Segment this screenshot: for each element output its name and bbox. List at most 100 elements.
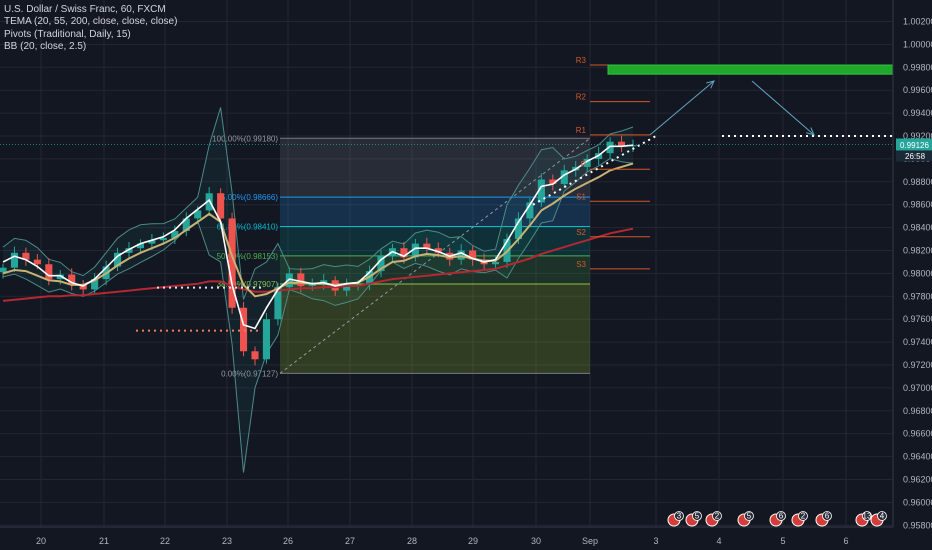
chart-grid bbox=[0, 0, 893, 527]
indicator-tema[interactable]: TEMA (20, 55, 200, close, close, close) bbox=[4, 16, 178, 28]
candle-body bbox=[262, 319, 271, 360]
candle-body bbox=[343, 284, 351, 291]
event-count: 2 bbox=[801, 512, 806, 521]
bar-countdown: 26:58 bbox=[905, 152, 926, 161]
candle-body bbox=[491, 261, 500, 265]
time-tick-label: 22 bbox=[160, 536, 170, 546]
economic-event-badge[interactable]: 6 bbox=[769, 511, 786, 527]
pivot-label-p: P bbox=[581, 160, 586, 169]
price-axis-bg bbox=[893, 0, 932, 550]
event-count-bubble bbox=[712, 511, 722, 521]
candle-body bbox=[171, 231, 179, 238]
candle-body bbox=[469, 250, 477, 260]
pivot-label-s3: S3 bbox=[576, 260, 586, 269]
candle-body bbox=[228, 218, 236, 308]
candle-body bbox=[45, 264, 53, 280]
event-count: 6 bbox=[825, 512, 830, 521]
fib-trend-line bbox=[279, 137, 591, 374]
economic-event-badge[interactable]: 5 bbox=[685, 511, 702, 527]
economic-event-badge[interactable]: 2 bbox=[705, 511, 722, 527]
indicator-pivots[interactable]: Pivots (Traditional, Daily, 15) bbox=[4, 28, 131, 40]
economic-event-badge[interactable]: 6 bbox=[815, 511, 832, 527]
candle-body bbox=[365, 271, 374, 285]
candle-body bbox=[182, 218, 190, 232]
target-zone-box[interactable] bbox=[607, 64, 899, 75]
time-tick-label: 4 bbox=[716, 536, 721, 546]
candle-body bbox=[251, 351, 259, 360]
arrow-up-to-target[interactable] bbox=[649, 80, 715, 136]
time-tick-label: 28 bbox=[407, 536, 417, 546]
event-count: 5 bbox=[695, 512, 700, 521]
symbol-title[interactable]: U.S. Dollar / Swiss Franc, 60, FXCM bbox=[4, 4, 166, 15]
candle-body bbox=[297, 273, 305, 286]
fib-level-label: 75.00%(0.98666) bbox=[217, 193, 279, 202]
economic-event-badge[interactable]: 3 bbox=[667, 511, 684, 527]
candle-body bbox=[537, 179, 545, 203]
time-tick-label: 27 bbox=[345, 536, 355, 546]
pivot-label-r3: R3 bbox=[576, 56, 587, 65]
current-price-value: 0.99126 bbox=[900, 141, 929, 150]
candle-body bbox=[514, 218, 523, 240]
event-count: 3 bbox=[677, 512, 682, 521]
event-badges[interactable]: 3 5 2 5 6 2 6 13 4 bbox=[667, 511, 887, 527]
candle-body bbox=[411, 243, 419, 258]
time-tick-label: 21 bbox=[99, 536, 109, 546]
pivot-label-s2: S2 bbox=[576, 228, 586, 237]
pivot-label-r2: R2 bbox=[576, 93, 587, 102]
candle-body bbox=[10, 252, 19, 268]
event-count: 4 bbox=[880, 512, 885, 521]
tema-200-line bbox=[2, 227, 634, 302]
candle-body bbox=[91, 279, 99, 290]
time-tick-label: 26 bbox=[283, 536, 293, 546]
economic-event-badge[interactable]: 2 bbox=[791, 511, 808, 527]
current-price-tag bbox=[896, 138, 932, 151]
candle-body bbox=[136, 243, 145, 249]
candle-body bbox=[22, 252, 30, 260]
arrow-up-to-target-head bbox=[706, 80, 715, 89]
time-tick-label: 20 bbox=[36, 536, 46, 546]
bb-lower-band bbox=[2, 158, 634, 473]
candle-body bbox=[159, 237, 167, 241]
candle-body bbox=[113, 252, 122, 267]
candle-body bbox=[606, 141, 614, 154]
bb-fill bbox=[3, 107, 633, 473]
time-axis[interactable]: 20 21 22 23 26 27 28 29 30 Sep 3 4 5 6 bbox=[0, 526, 893, 546]
event-count-bubble bbox=[877, 511, 887, 521]
candle-body bbox=[33, 259, 41, 265]
arrow-down-from-target[interactable] bbox=[751, 80, 815, 136]
event-count: 2 bbox=[715, 512, 720, 521]
indicator-bb[interactable]: BB (20, close, 2.5) bbox=[4, 40, 87, 52]
candle-body bbox=[125, 248, 133, 253]
fib-zone bbox=[280, 284, 590, 374]
arrow-down-from-target-head bbox=[806, 127, 815, 136]
economic-event-badge[interactable]: 4 bbox=[870, 511, 887, 527]
chart-legend: U.S. Dollar / Swiss Franc, 60, FXCM TEMA… bbox=[4, 4, 177, 53]
candle-body bbox=[377, 256, 385, 272]
candle-body bbox=[56, 274, 64, 280]
candle-body bbox=[0, 267, 7, 273]
candle-body bbox=[217, 193, 225, 219]
time-tick-label: 23 bbox=[222, 536, 232, 546]
time-tick-label: 30 bbox=[531, 536, 541, 546]
event-count-bubble bbox=[692, 511, 702, 521]
event-count-bubble bbox=[822, 511, 832, 521]
economic-event-badge[interactable]: 13 bbox=[855, 511, 872, 527]
time-tick-label: 29 bbox=[468, 536, 478, 546]
economic-event-badge[interactable]: 5 bbox=[737, 511, 754, 527]
